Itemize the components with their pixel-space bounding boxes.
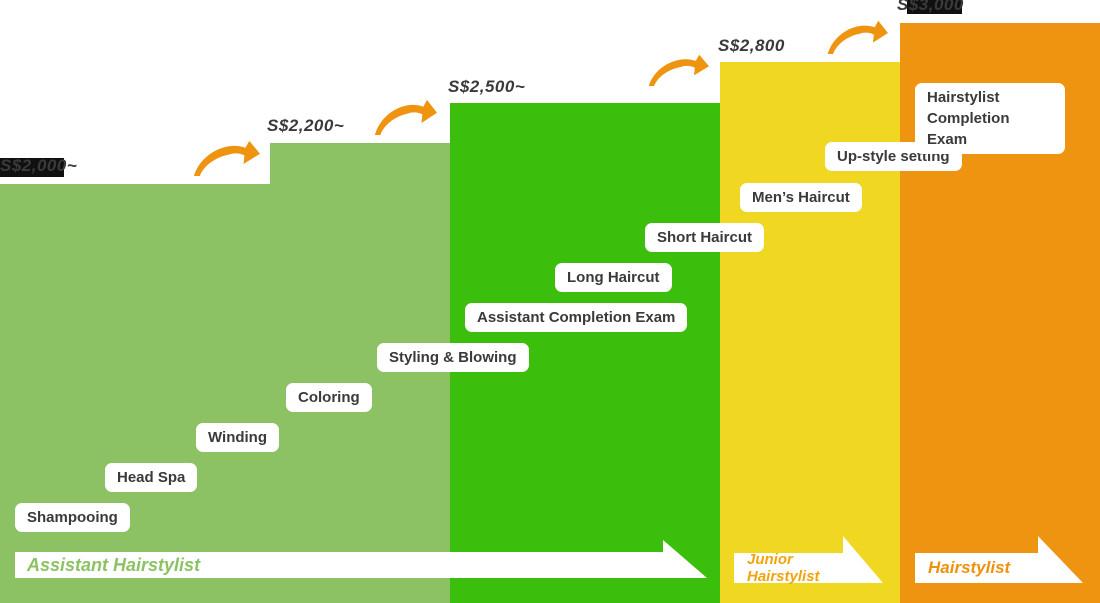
skill-label-coloring: Coloring — [286, 383, 372, 412]
assistant-step1-block — [0, 184, 270, 603]
skill-label-long-haircut: Long Haircut — [555, 263, 672, 292]
role-label: Junior Hairstylist — [747, 551, 820, 585]
role-label: Hairstylist — [928, 558, 1011, 577]
banner-arrow-tip-icon — [663, 540, 707, 578]
salary-label-2800: S$2,800 — [718, 36, 785, 55]
banner-arrow-tip-icon — [843, 536, 883, 583]
skill-label-head-spa: Head Spa — [105, 463, 198, 492]
role-label: Assistant Hairstylist — [27, 554, 201, 575]
salary-highlight-box — [0, 158, 64, 177]
salary-label-3000: S$3,000 — [897, 0, 964, 14]
skill-label-hairstylist-completion-exam: Hairstylist Completion Exam — [915, 83, 1065, 154]
role-banner-hairstylist: Hairstylist — [915, 553, 1051, 583]
step-up-arrow-icon — [648, 54, 709, 86]
salary-highlight-box — [907, 0, 962, 14]
banner-arrow-tip-icon — [1038, 536, 1083, 583]
step-up-arrow-icon — [374, 99, 437, 135]
salary-label-2500: S$2,500~ — [448, 77, 526, 96]
skill-label-shampooing: Shampooing — [15, 503, 130, 532]
skill-label-styling-blowing: Styling & Blowing — [377, 343, 529, 372]
assistant-step2-block — [270, 143, 450, 603]
skill-label-winding: Winding — [196, 423, 280, 452]
skill-label-assistant-completion-exam: Assistant Completion Exam — [465, 303, 688, 332]
skill-label-mens-haircut: Men’s Haircut — [740, 183, 862, 212]
step-up-arrow-icon — [827, 20, 888, 54]
salary-label-2000: S$2,000~ — [0, 156, 78, 177]
step-up-arrow-icon — [193, 140, 260, 176]
skill-label-short-haircut: Short Haircut — [645, 223, 765, 252]
role-banner-assistant-hairstylist: Assistant Hairstylist — [15, 552, 675, 578]
salary-label-2200: S$2,200~ — [267, 116, 345, 135]
role-banner-junior-hairstylist: Junior Hairstylist — [734, 551, 856, 585]
